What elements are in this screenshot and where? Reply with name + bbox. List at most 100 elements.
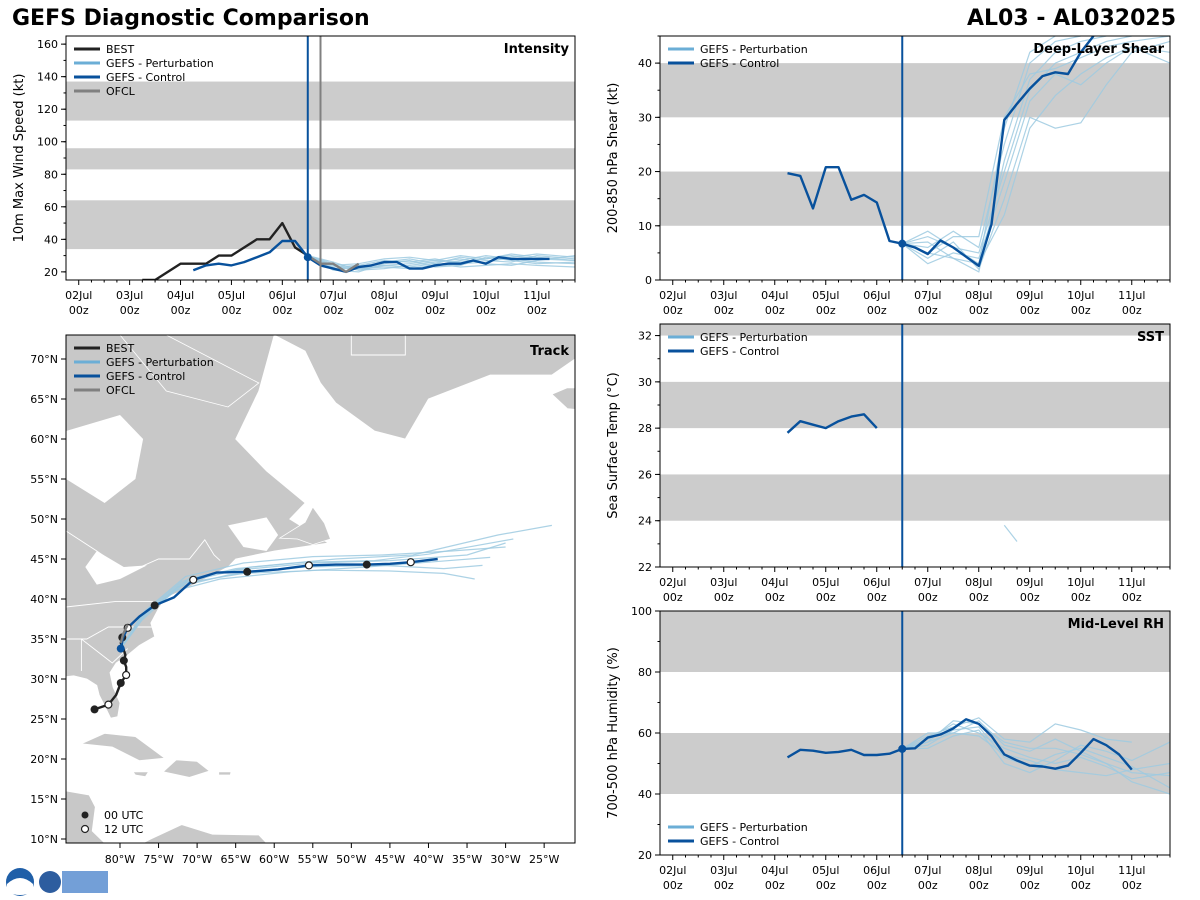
intensity-xtick-label-line: 00z (272, 304, 292, 317)
sst-xtick-label-line: 02Jul (659, 576, 686, 589)
shear-ytick-label-30: 30 (638, 111, 652, 124)
shear-perturbation-member-2 (902, 40, 1170, 271)
track-ytick-label-15: 15°N (30, 793, 58, 806)
rh-xtick-label-line: 00z (663, 879, 683, 892)
shear-xtick-label-line: 00z (969, 304, 989, 317)
rh-xtick-label-line: 06Jul (863, 864, 890, 877)
sst-xtick-label-0: 02Jul 00z (659, 576, 686, 604)
hudson-bay-water (66, 415, 144, 503)
shear-xtick-label-7: 09Jul 00z (1016, 289, 1043, 317)
track-xtick-label-6: 50°W (336, 853, 366, 866)
intensity-xtick-label-line: 04Jul (167, 289, 194, 302)
sst-ytick-label-28: 28 (638, 422, 652, 435)
intensity-series-best (142, 221, 309, 280)
track-series-gefs-control (119, 557, 438, 649)
shear-xtick-label-line: 00z (663, 304, 683, 317)
shear-legend-label-gefs-perturbation: GEFS - Perturbation (700, 43, 808, 56)
intensity-xtick-label-0: 02Jul 00z (65, 289, 92, 317)
shear-plot-area (660, 36, 1170, 273)
shear-xtick-label-line: 07Jul (914, 289, 941, 302)
sst-band-0 (660, 474, 1170, 521)
jamaica-land (132, 771, 150, 778)
shear-xtick-label-line: 00z (714, 304, 734, 317)
track-xtick-label-2: 70°W (182, 853, 212, 866)
rh-perturbation-member-3 (902, 723, 1170, 780)
rh-xtick-label-line: 00z (1020, 879, 1040, 892)
shear-legend-label-gefs-control: GEFS - Control (700, 57, 779, 70)
track-ytick-label-40: 40°N (30, 593, 58, 606)
shear-xtick-label-1: 03Jul 00z (710, 289, 737, 317)
rh-ytick-label-20: 20 (638, 849, 652, 862)
shear-xtick-label-0: 02Jul 00z (659, 289, 686, 317)
intensity-perturbation-member-6 (307, 253, 575, 267)
sst-xtick-label-line: 07Jul (914, 576, 941, 589)
sst-xtick-label-line: 00z (918, 591, 938, 604)
intensity-xtick-label-line: 03Jul (116, 289, 143, 302)
rh-band-0 (660, 733, 1170, 794)
track-marker-00utc (90, 705, 99, 714)
sst-ytick-label-26: 26 (638, 468, 652, 481)
intensity-perturbation-member-3 (307, 253, 575, 268)
shear-band-1 (660, 63, 1170, 118)
sst-xtick-label-line: 00z (969, 591, 989, 604)
track-xtick-label-11: 25°W (529, 853, 559, 866)
track-xtick-label-0: 80°W (105, 853, 135, 866)
shear-xtick-label-line: 09Jul (1016, 289, 1043, 302)
intensity-xtick-label-2: 04Jul 00z (167, 289, 194, 317)
shear-xtick-label-line: 00z (1020, 304, 1040, 317)
track-marker-00utc (362, 560, 371, 569)
rh-xtick-label-line: 00z (1071, 879, 1091, 892)
rh-ytick-label-60: 60 (638, 727, 652, 740)
iceland-land (551, 387, 575, 410)
track-perturbation-member-5 (120, 556, 491, 649)
south-america-land (142, 824, 268, 843)
intensity-ytick-label-20: 20 (44, 266, 58, 279)
shear-xtick-label-line: 00z (1122, 304, 1142, 317)
sst-ytick-label-32: 32 (638, 330, 652, 343)
rh-xtick-label-line: 00z (918, 879, 938, 892)
cira-wordmark-icon (62, 871, 108, 893)
intensity-title: Intensity (504, 42, 570, 57)
rh-plot-area (660, 611, 1170, 795)
rh-xtick-label-line: 00z (714, 879, 734, 892)
sst-xtick-label-5: 07Jul 00z (914, 576, 941, 604)
shear-ylabel: 200-850 hPa Shear (kt) (606, 83, 621, 234)
rh-xtick-label-line: 07Jul (914, 864, 941, 877)
shear-xtick-label-line: 10Jul (1067, 289, 1094, 302)
shear-xtick-label-line: 00z (816, 304, 836, 317)
track-marker-00utc (150, 601, 159, 610)
track-ytick-label-10: 10°N (30, 833, 58, 846)
track-map-area (66, 335, 575, 843)
rh-xtick-label-6: 08Jul 00z (965, 864, 992, 892)
sst-xtick-label-line: 08Jul (965, 576, 992, 589)
rh-xtick-label-line: 11Jul (1118, 864, 1145, 877)
sst-xtick-label-line: 05Jul (812, 576, 839, 589)
sst-xtick-label-line: 09Jul (1016, 576, 1043, 589)
intensity-legend-label-ofcl: OFCL (106, 85, 136, 98)
intensity-xtick-label-6: 08Jul 00z (370, 289, 397, 317)
intensity-xtick-label-line: 05Jul (218, 289, 245, 302)
track-ytick-label-50: 50°N (30, 513, 58, 526)
sst-band-2 (660, 324, 1170, 336)
rh-xtick-label-line: 00z (969, 879, 989, 892)
rh-xtick-label-line: 02Jul (659, 864, 686, 877)
shear-xtick-label-line: 00z (1071, 304, 1091, 317)
rh-ylabel: 700-500 hPa Humidity (%) (606, 647, 621, 819)
rh-xtick-label-0: 02Jul 00z (659, 864, 686, 892)
shear-xtick-label-line: 02Jul (659, 289, 686, 302)
rh-xtick-label-5: 07Jul 00z (914, 864, 941, 892)
sst-frame (659, 323, 1171, 568)
shear-xtick-label-2: 04Jul 00z (761, 289, 788, 317)
intensity-ylabel: 10m Max Wind Speed (kt) (12, 74, 27, 243)
track-perturbation-member-3 (120, 569, 475, 649)
intensity-legend-label-gefs-perturbation: GEFS - Perturbation (106, 57, 214, 70)
intensity-xtick-label-5: 07Jul 00z (320, 289, 347, 317)
track-ytick-label-30: 30°N (30, 673, 58, 686)
track-xtick-label-9: 35°W (452, 853, 482, 866)
rh-band-1 (660, 611, 1170, 672)
intensity-xtick-label-line: 06Jul (269, 289, 296, 302)
track-marker-00utc (119, 656, 128, 665)
rh-ytick-label-40: 40 (638, 788, 652, 801)
